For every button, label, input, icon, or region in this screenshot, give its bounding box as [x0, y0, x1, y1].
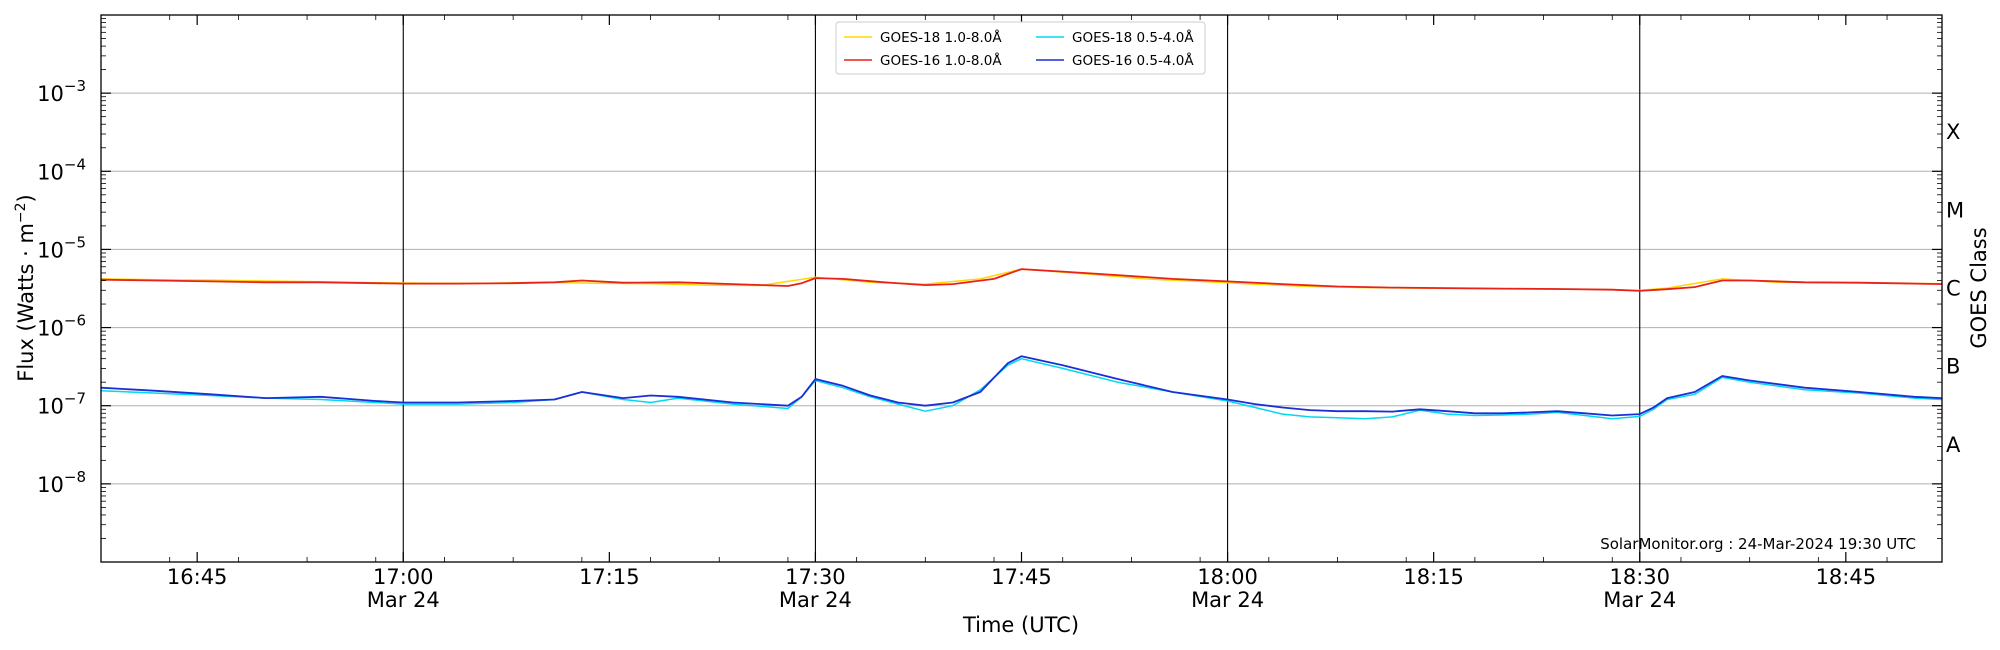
x-tick-label-6: 18:15 — [1403, 565, 1464, 589]
legend: GOES-18 1.0-8.0Å GOES-16 1.0-8.0Å GOES-1… — [835, 21, 1206, 75]
flux-series — [100, 268, 1943, 420]
series-line-1 — [100, 268, 1943, 292]
x-tick-label-2: 17:15 — [579, 565, 640, 589]
goes-class-labels: A B C M X — [1946, 120, 1964, 457]
goes-class-A: A — [1946, 433, 1961, 457]
y-tick-label-1: 10−7 — [37, 390, 86, 419]
x-tick-label-0: 16:45 — [167, 565, 228, 589]
x-tick-label-8: 18:45 — [1816, 565, 1877, 589]
x-tick-label-1: 17:00 — [373, 565, 434, 589]
series-line-0 — [100, 268, 1943, 292]
y-axis-ticks: 10−8 10−7 10−6 10−5 10−4 10−3 — [37, 18, 1942, 539]
y-tick-label-3: 10−5 — [37, 233, 86, 262]
goes-class-M: M — [1946, 198, 1964, 222]
goes-class-B: B — [1946, 355, 1960, 379]
x-tick-date-7: Mar 24 — [1603, 588, 1676, 612]
grid-lines — [101, 92, 1942, 485]
x-tick-label-5: 18:00 — [1197, 565, 1258, 589]
y-tick-label-5: 10−3 — [37, 77, 86, 106]
x-axis-title: Time (UTC) — [962, 613, 1079, 637]
goes-class-C: C — [1946, 277, 1961, 301]
y-axis-title: Flux (Watts · m−2) — [13, 194, 38, 382]
x-tick-date-1: Mar 24 — [367, 588, 440, 612]
y-tick-label-2: 10−6 — [37, 312, 86, 341]
x-tick-label-3: 17:30 — [785, 565, 846, 589]
x-tick-label-7: 18:30 — [1609, 565, 1670, 589]
legend-box — [835, 21, 1206, 75]
legend-label-goes18-long: GOES-18 1.0-8.0Å — [880, 29, 1002, 46]
right-axis-title: GOES Class — [1967, 227, 1991, 348]
x-tick-date-3: Mar 24 — [779, 588, 852, 612]
credit-text: SolarMonitor.org : 24-Mar-2024 19:30 UTC — [1600, 535, 1916, 553]
day-boundary-lines — [402, 15, 1641, 562]
y-tick-label-4: 10−4 — [37, 155, 86, 184]
series-line-3 — [100, 355, 1943, 417]
series-line-2 — [100, 357, 1943, 420]
y-tick-label-0: 10−8 — [37, 468, 86, 497]
x-tick-label-4: 17:45 — [991, 565, 1052, 589]
goes-class-X: X — [1946, 120, 1960, 144]
x-tick-date-5: Mar 24 — [1191, 588, 1264, 612]
legend-label-goes16-short: GOES-16 0.5-4.0Å — [1072, 52, 1194, 69]
legend-label-goes16-long: GOES-16 1.0-8.0Å — [880, 52, 1002, 69]
legend-label-goes18-short: GOES-18 0.5-4.0Å — [1072, 29, 1194, 46]
